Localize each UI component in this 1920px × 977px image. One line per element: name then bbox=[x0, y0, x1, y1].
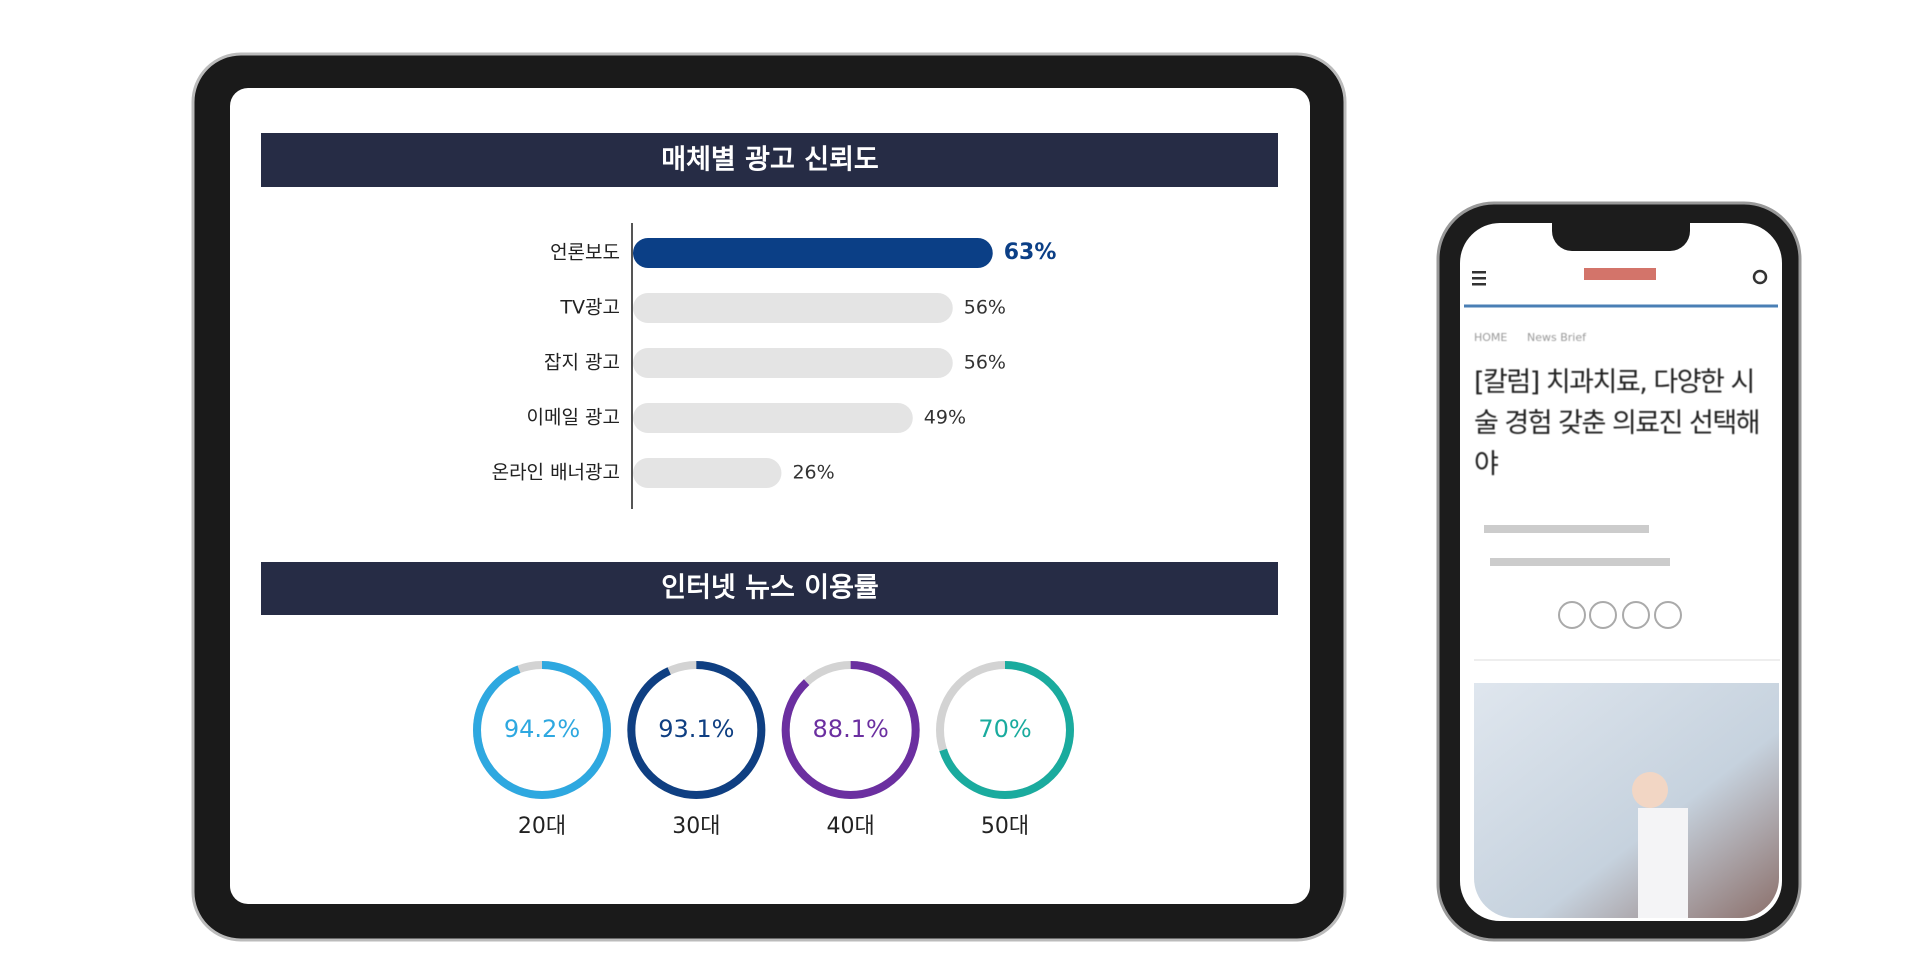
photo-figure bbox=[1638, 808, 1688, 918]
category-label: 20대 bbox=[518, 814, 566, 839]
bar bbox=[633, 458, 782, 488]
breadcrumb: News Brief bbox=[1527, 331, 1586, 344]
category-label: 이메일 광고 bbox=[527, 407, 620, 429]
header-bar bbox=[261, 562, 1278, 615]
value-label: 94.2% bbox=[504, 715, 580, 743]
photo-figure bbox=[1632, 772, 1668, 808]
bar bbox=[633, 348, 953, 378]
ring-arc bbox=[473, 661, 611, 799]
search-icon bbox=[1752, 269, 1768, 285]
ring-arc bbox=[627, 661, 766, 799]
category-label: TV광고 bbox=[559, 297, 620, 319]
logo bbox=[1584, 268, 1656, 280]
category-label: 잡지 광고 bbox=[544, 352, 620, 374]
chart-title: 매체별 광고 신뢰도 bbox=[661, 145, 879, 176]
bar bbox=[633, 293, 953, 323]
share-icons bbox=[1558, 601, 1682, 629]
menu-icon bbox=[1472, 271, 1486, 286]
value-label: 93.1% bbox=[658, 715, 734, 743]
breadcrumb: HOME bbox=[1474, 331, 1508, 344]
ring-arc bbox=[936, 661, 1074, 799]
bar bbox=[633, 238, 993, 268]
value-label: 49% bbox=[924, 407, 966, 429]
value-label: 56% bbox=[964, 297, 1006, 319]
article-photo bbox=[1474, 683, 1779, 918]
notch bbox=[1552, 223, 1690, 251]
category-label: 40대 bbox=[827, 814, 875, 839]
value-label: 70% bbox=[978, 715, 1031, 743]
category-label: 30대 bbox=[672, 814, 720, 839]
value-label: 56% bbox=[964, 352, 1006, 374]
ring-arc bbox=[781, 661, 920, 799]
category-label: 언론보도 bbox=[550, 242, 620, 264]
value-label: 63% bbox=[1004, 240, 1057, 265]
category-label: 온라인 배너광고 bbox=[492, 462, 620, 484]
value-label: 26% bbox=[792, 462, 834, 484]
article-title: [칼럼] 치과치료, 다양한 시술 경험 갖춘 의료진 선택해야 bbox=[1474, 367, 1761, 480]
category-label: 50대 bbox=[981, 814, 1029, 839]
value-label: 88.1% bbox=[813, 715, 889, 743]
tablet-screen bbox=[230, 88, 1310, 904]
header-bar bbox=[261, 133, 1278, 187]
bar bbox=[633, 403, 913, 433]
chart-title: 인터넷 뉴스 이용률 bbox=[661, 573, 879, 604]
meta-lines bbox=[1484, 525, 1670, 566]
